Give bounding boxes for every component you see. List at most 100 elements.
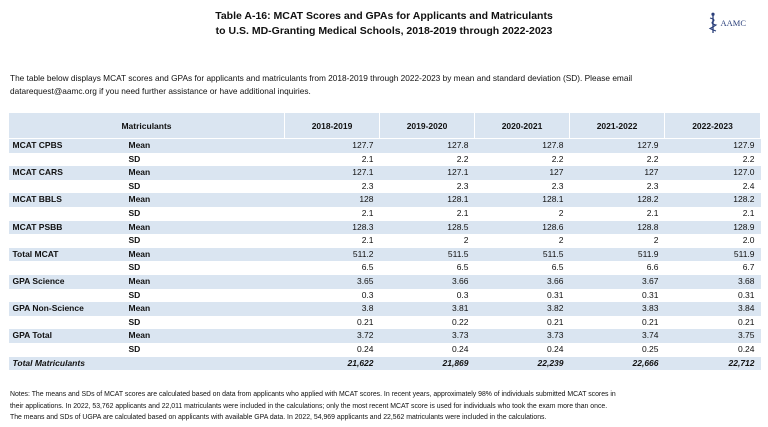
row-stat-label: Mean xyxy=(118,220,285,235)
table-cell: 0.24 xyxy=(546,343,564,354)
row-stat-label: Mean xyxy=(118,329,285,343)
row-stat-label: Mean xyxy=(118,138,285,153)
table-cell: 2 xyxy=(558,235,564,246)
table-cell: 0.22 xyxy=(451,316,469,327)
table-cell: 3.8 xyxy=(284,302,380,316)
table-cell: 6.6 xyxy=(646,262,659,273)
notes-line-1: Notes: The means and SDs of MCAT scores … xyxy=(10,391,616,398)
table-cell: 0.21 xyxy=(737,316,755,327)
table-cell: 0.21 xyxy=(641,316,659,327)
table-cell: 511.5 xyxy=(379,247,475,262)
table-cell: 3.66 xyxy=(474,274,570,289)
table-cell: 511.9 xyxy=(664,247,761,262)
row-stat-label: SD xyxy=(128,262,141,273)
row-stat-label: Mean xyxy=(118,302,285,316)
row-stat-label: SD xyxy=(128,235,141,246)
table-cell: 2 xyxy=(558,207,564,218)
table-cell: 2.2 xyxy=(551,153,564,164)
table-row: SD 2.1 2.2 2.2 2.2 2.2 xyxy=(9,153,761,167)
data-table: Matriculants 2018-2019 2019-2020 2020-20… xyxy=(7,112,762,371)
intro-line-1: The table below displays MCAT scores and… xyxy=(10,73,633,83)
table-cell: 127 xyxy=(474,166,570,180)
row-stat-label: SD xyxy=(128,343,141,354)
row-stat-label: SD xyxy=(128,316,141,327)
table-cell: 127.9 xyxy=(664,138,761,153)
table-row: MCAT CPBS Mean 127.7 127.8 127.8 127.9 127.9 xyxy=(8,138,761,153)
table-cell: 0.21 xyxy=(356,316,374,327)
table-cell: 0.24 xyxy=(356,343,374,354)
row-metric-label: MCAT CPBS xyxy=(8,138,119,153)
notes: Notes: The means and SDs of MCAT scores … xyxy=(10,389,762,424)
table-cell: 2.1 xyxy=(646,207,659,218)
row-stat-label: SD xyxy=(128,207,141,218)
table-cell: 2.4 xyxy=(742,180,755,191)
table-cell: 511.2 xyxy=(284,247,380,262)
table-cell: 3.73 xyxy=(474,329,570,343)
table-cell: 128 xyxy=(284,193,380,207)
row-stat-label: SD xyxy=(128,153,141,164)
table-cell: 6.5 xyxy=(361,262,374,273)
table-cell: 128.8 xyxy=(569,220,665,235)
total-row: Total Matriculants 21,622 21,869 22,239 22,6… xyxy=(8,356,761,371)
row-stat-label: SD xyxy=(128,289,141,300)
title-line-1: Table A-16: MCAT Scores and GPAs for App… xyxy=(215,10,553,22)
table-cell: 3.74 xyxy=(569,329,665,343)
table-cell: 3.83 xyxy=(569,302,665,316)
table-cell: 3.75 xyxy=(664,329,761,343)
table-row: Total MCAT Mean 511.2 511.5 511.5 511.9 511.9 xyxy=(8,247,761,262)
table-cell: 3.68 xyxy=(664,274,761,289)
table-cell: 3.84 xyxy=(664,302,761,316)
table-cell: 2.1 xyxy=(361,153,374,164)
total-cell: 22,239 xyxy=(474,356,570,371)
table-cell: 3.67 xyxy=(569,274,665,289)
row-metric-label: MCAT BBLS xyxy=(8,193,119,207)
table-cell: 128.5 xyxy=(379,220,475,235)
title-line-2: to U.S. MD-Granting Medical Schools, 201… xyxy=(215,25,553,37)
row-metric-label xyxy=(9,180,119,194)
table-row: SD 6.5 6.5 6.5 6.6 6.7 xyxy=(9,261,761,275)
table-cell: 2.1 xyxy=(742,207,755,218)
table-cell: 128.2 xyxy=(569,193,665,207)
table-cell: 0.31 xyxy=(737,289,755,300)
row-metric-label: GPA Science xyxy=(8,274,119,289)
table-cell: 3.82 xyxy=(474,302,570,316)
table-cell: 2 xyxy=(653,235,659,246)
table-cell: 3.73 xyxy=(379,329,475,343)
column-header-2022-2023: 2022-2023 xyxy=(664,112,762,139)
total-cell: 21,622 xyxy=(284,356,380,371)
table-row: SD 0.3 0.3 0.31 0.31 0.31 xyxy=(9,289,761,303)
table-cell: 3.65 xyxy=(284,274,380,289)
table-cell: 128.2 xyxy=(664,193,761,207)
notes-line-3: The means and SDs of UGPA are calculated… xyxy=(10,414,547,421)
row-stat-label: Mean xyxy=(118,247,285,262)
total-label: Total Matriculants xyxy=(8,356,285,371)
table-cell: 128.1 xyxy=(379,193,475,207)
row-stat-label: Mean xyxy=(118,166,285,180)
table-cell: 0.25 xyxy=(641,343,659,354)
column-header-2018-2019: 2018-2019 xyxy=(284,112,381,139)
table-cell: 2.2 xyxy=(456,153,469,164)
row-metric-label: MCAT PSBB xyxy=(8,220,119,235)
table-cell: 2.0 xyxy=(742,235,755,246)
table-cell: 128.6 xyxy=(474,220,570,235)
row-stat-label: Mean xyxy=(118,193,285,207)
row-metric-label: GPA Non-Science xyxy=(8,302,119,316)
row-metric-label xyxy=(9,234,119,248)
table-row: GPA Non-Science Mean 3.8 3.81 3.82 3.83 3.84 xyxy=(8,302,761,316)
table-cell: 3.66 xyxy=(379,274,475,289)
row-metric-label: GPA Total xyxy=(8,329,119,343)
row-stat-label: Mean xyxy=(118,274,285,289)
aamc-caduceus-icon xyxy=(709,12,718,33)
row-metric-label xyxy=(9,153,119,167)
table-cell: 6.7 xyxy=(742,262,755,273)
row-metric-label: Total MCAT xyxy=(8,247,119,262)
table-cell: 127.8 xyxy=(474,138,570,153)
table-cell: 0.3 xyxy=(456,289,469,300)
row-metric-label xyxy=(9,316,119,330)
row-metric-label xyxy=(9,207,119,221)
table-cell: 127.0 xyxy=(664,166,761,180)
table-row: SD 2.1 2 2 2 2.0 xyxy=(9,234,761,248)
table-cell: 2.1 xyxy=(456,207,469,218)
table-row: MCAT CARS Mean 127.1 127.1 127 127 127.0 xyxy=(8,166,761,180)
table-row: SD 0.24 0.24 0.24 0.25 0.24 xyxy=(9,343,761,357)
